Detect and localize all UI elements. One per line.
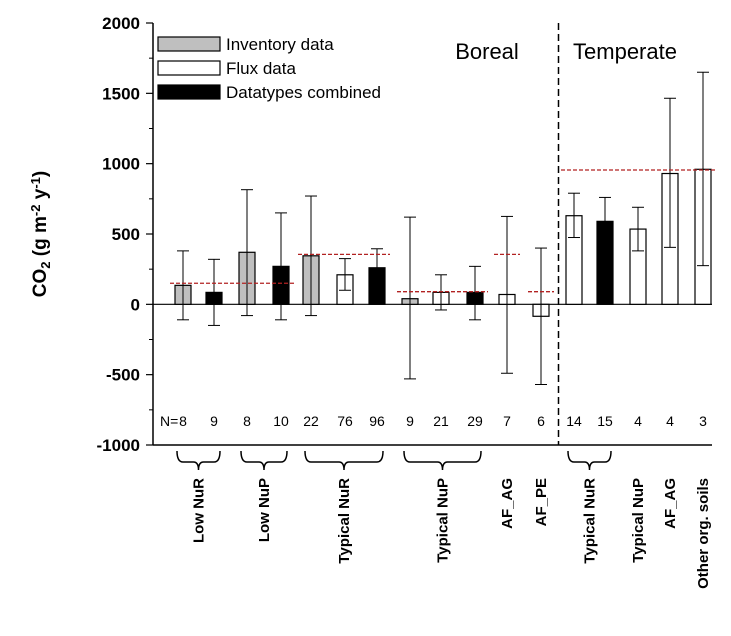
sample-size-label: 4: [666, 413, 674, 429]
y-axis-title-part: y: [30, 188, 51, 204]
y-axis-title-part: ): [30, 171, 51, 177]
y-tick-label: 1500: [102, 84, 140, 103]
sample-size-label: 8: [179, 413, 187, 429]
y-tick-label: -500: [106, 366, 140, 385]
y-axis-title-part: 2: [38, 261, 53, 268]
y-tick-label: 2000: [102, 14, 140, 33]
sample-size-label: 76: [337, 413, 353, 429]
group-bracket: [403, 450, 482, 471]
group-bracket: [176, 450, 221, 471]
y-tick-label: 0: [131, 295, 140, 314]
group-label: Other org. soils: [695, 478, 712, 589]
legend-flux: Flux data: [226, 59, 296, 78]
sample-size-label: 3: [699, 413, 707, 429]
y-axis-title-part: (g m: [30, 216, 51, 261]
sample-size-label: 22: [303, 413, 319, 429]
sample-size-label: 10: [273, 413, 289, 429]
legend-swatch: [157, 60, 221, 76]
y-axis-title-part: -1: [28, 177, 43, 189]
group-label: Low NuP: [256, 478, 273, 542]
group-label: Typical NuP: [435, 478, 452, 563]
sample-size-label: 14: [566, 413, 582, 429]
legend-inventory: Inventory data: [226, 35, 334, 54]
y-tick-label: -1000: [97, 436, 140, 455]
sample-size-label: 29: [467, 413, 483, 429]
group-label: Low NuR: [191, 478, 208, 543]
sample-size-label: 21: [433, 413, 449, 429]
region-label-temperate: Temperate: [573, 39, 677, 64]
group-bracket: [240, 450, 288, 471]
sample-size-label: 6: [537, 413, 545, 429]
sample-size-label: 7: [503, 413, 511, 429]
sample-size-label: 96: [369, 413, 385, 429]
sample-size-label: 15: [597, 413, 613, 429]
y-tick-label: 500: [112, 225, 140, 244]
legend-combined: Datatypes combined: [226, 83, 381, 102]
sample-size-label: 8: [243, 413, 251, 429]
sample-size-label: 4: [634, 413, 642, 429]
group-label: AF_PE: [533, 478, 550, 526]
y-axis-title-part: CO: [30, 269, 51, 298]
group-label: Typical NuP: [630, 478, 647, 563]
sample-size-label: 9: [210, 413, 218, 429]
group-label: AF_AG: [662, 478, 679, 529]
group-bracket: [304, 450, 384, 471]
group-bracket: [567, 450, 612, 471]
y-tick-label: 1000: [102, 155, 140, 174]
region-label-boreal: Boreal: [455, 39, 519, 64]
y-axis-title-part: -2: [28, 205, 43, 217]
legend-swatch: [157, 84, 221, 100]
y-axis-title: CO2 (g m-2 y-1): [28, 171, 53, 297]
group-label: Typical NuR: [336, 478, 353, 564]
group-label: Typical NuR: [582, 478, 599, 564]
sample-size-label: 9: [406, 413, 414, 429]
group-label: AF_AG: [499, 478, 516, 529]
sample-size-prefix: N=: [160, 413, 178, 429]
legend-swatch: [157, 36, 221, 52]
